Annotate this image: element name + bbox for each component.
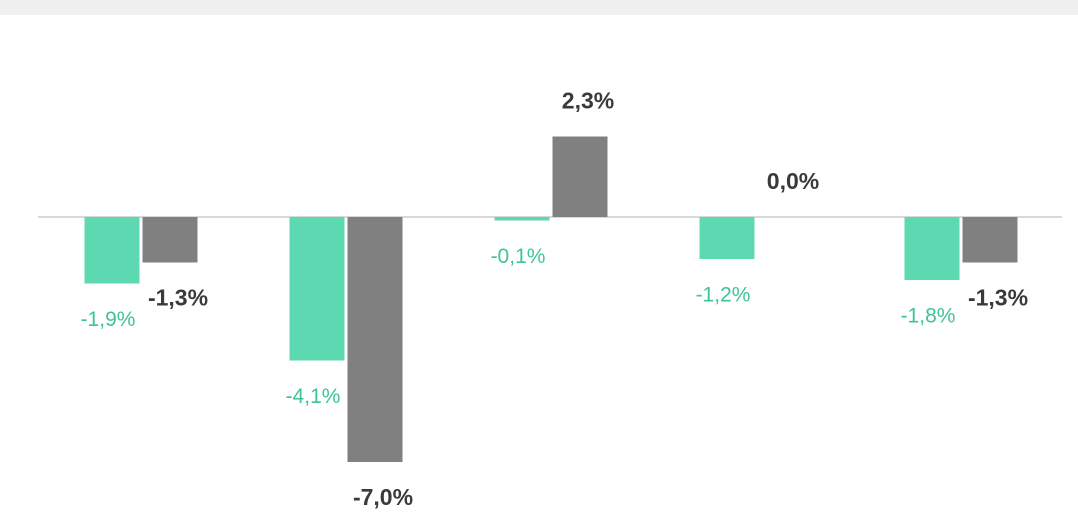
- bar: [289, 217, 345, 361]
- value-label: -1,3%: [968, 285, 1028, 311]
- value-label: -4,1%: [286, 385, 341, 408]
- value-label: -7,0%: [353, 484, 413, 510]
- bar: [904, 217, 960, 280]
- value-label: 0,0%: [767, 168, 819, 194]
- value-label: -1,8%: [901, 305, 956, 328]
- value-label: -1,9%: [81, 308, 136, 331]
- value-label: 2,3%: [562, 88, 614, 114]
- bar: [347, 217, 403, 462]
- bar: [962, 217, 1018, 263]
- bar: [552, 136, 608, 217]
- value-label: -1,2%: [696, 284, 751, 307]
- top-strip: [0, 0, 1078, 15]
- value-label: -0,1%: [491, 245, 546, 268]
- bar: [699, 217, 755, 259]
- value-label: -1,3%: [148, 285, 208, 311]
- bar: [84, 217, 140, 284]
- bar: [142, 217, 198, 263]
- bar: [494, 217, 550, 221]
